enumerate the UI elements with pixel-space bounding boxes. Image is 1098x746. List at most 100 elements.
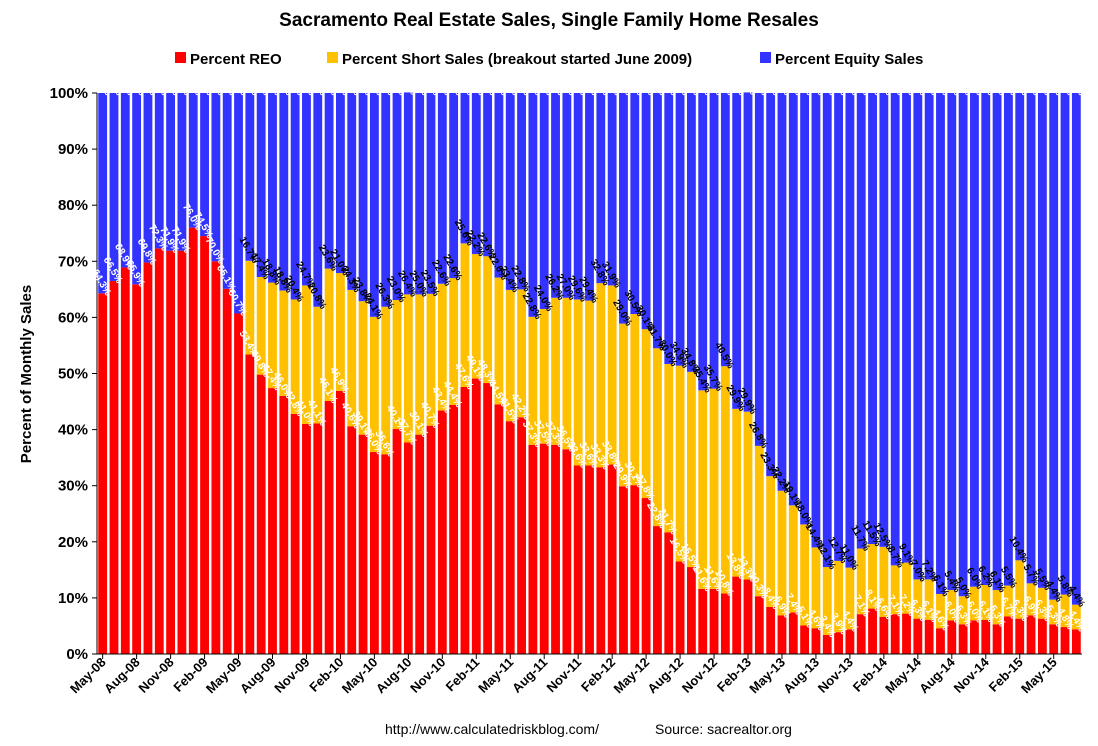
bar-equity-sales (211, 93, 221, 262)
legend: Percent REO Percent Short Sales (breakout… (175, 51, 923, 68)
bar-reo (313, 423, 323, 654)
bar-equity-sales (1049, 93, 1059, 600)
y-tick-label: 60% (58, 309, 88, 326)
bar-reo (596, 467, 606, 654)
y-tick-label: 30% (58, 478, 88, 495)
bar-reo (845, 629, 855, 654)
x-tick-label: Aug-11 (509, 655, 550, 696)
x-tick-label: Nov-10 (407, 655, 448, 696)
bar-equity-sales (1037, 93, 1047, 588)
bar-reo (675, 561, 685, 654)
legend-label: Percent Equity Sales (775, 51, 923, 68)
bar-equity-sales (517, 93, 526, 290)
bar-equity-sales (958, 93, 968, 597)
bar-short-sales (596, 283, 606, 468)
bar-short-sales (268, 282, 277, 389)
bar-reo (834, 632, 843, 654)
bar-reo (539, 443, 549, 654)
bar-reo (483, 383, 493, 654)
bar-reo (1049, 624, 1059, 654)
bar-short-sales (788, 505, 798, 613)
bar-short-sales (675, 365, 685, 562)
bar-short-sales (936, 593, 945, 629)
bar-reo (460, 386, 470, 654)
bar-reo (743, 579, 753, 654)
bar-short-sales (505, 289, 515, 422)
bar-equity-sales (856, 93, 866, 549)
bar-reo (415, 434, 425, 654)
bar-reo (222, 288, 232, 654)
bar-equity-sales (732, 93, 742, 409)
x-tick-label: Aug-14 (916, 654, 958, 696)
bar-short-sales (460, 243, 470, 387)
bar-short-sales (437, 283, 447, 411)
bar-equity-sales (573, 93, 583, 300)
bar-equity-sales (1015, 93, 1025, 561)
bar-reo (585, 465, 594, 654)
x-tick-label: May-09 (203, 655, 245, 697)
bar-reo (664, 532, 674, 654)
bar-equity-sales (902, 93, 911, 563)
bar-reo (1003, 616, 1013, 654)
x-tick-label: Nov-11 (544, 655, 585, 696)
bar-reo (902, 613, 911, 654)
bar-short-sales (720, 366, 730, 594)
x-tick-label: May-13 (746, 655, 788, 697)
bar-reo (369, 452, 379, 654)
x-tick-label: May-14 (882, 654, 924, 696)
bar-reo (709, 588, 719, 654)
bar-short-sales (551, 297, 560, 445)
bar-equity-sales (369, 93, 379, 317)
bar-short-sales (653, 348, 662, 527)
bar-equity-sales (324, 93, 334, 269)
bar-reo (890, 614, 900, 654)
y-tick-label: 90% (58, 141, 88, 158)
bar-short-sales (924, 579, 934, 620)
y-tick-label: 40% (58, 422, 88, 439)
bar-reo (449, 404, 459, 654)
bar-short-sales (449, 278, 459, 405)
y-tick-label: 80% (58, 197, 88, 214)
bar-equity-sales (664, 93, 674, 364)
bar-equity-sales (347, 93, 357, 290)
bar-equity-sales (1003, 93, 1013, 586)
bar-equity-sales (585, 93, 594, 301)
bar-equity-sales (709, 93, 719, 389)
bar-equity-sales (268, 93, 277, 283)
bar-equity-sales (290, 93, 300, 300)
bar-reo (268, 388, 277, 654)
bar-short-sales (856, 548, 866, 615)
bar-short-sales (585, 300, 594, 466)
bar-equity-sales (494, 93, 504, 278)
bar-short-sales (686, 371, 696, 568)
bar-short-sales (324, 268, 334, 401)
x-tick-label: Nov-13 (815, 655, 856, 696)
bar-reo (800, 625, 810, 654)
bar-reo (924, 619, 934, 654)
bar-short-sales (562, 297, 572, 450)
bar-reo (279, 395, 289, 654)
bar-reo (1060, 627, 1070, 654)
bar-reo (528, 444, 538, 654)
bar-reo (211, 261, 221, 654)
bar-reo (947, 620, 957, 654)
bar-short-sales (358, 301, 368, 435)
bar-short-sales (290, 299, 300, 414)
y-tick-label: 20% (58, 534, 88, 551)
bar-equity-sales (120, 93, 130, 268)
bar-equity-sales (947, 93, 957, 591)
y-axis: 0% 10% 20% 30% 40% 50% 60% 70% 80% 90% 100% (50, 85, 98, 663)
bar-reo (381, 454, 391, 654)
bar-reo (607, 464, 617, 654)
bar-short-sales (483, 256, 493, 384)
bar-reo (98, 293, 108, 654)
bar-equity-sales (471, 93, 481, 255)
bar-equity-sales (381, 93, 391, 307)
bar-reo (1071, 629, 1081, 654)
y-tick-label: 0% (66, 646, 88, 663)
bar-equity-sales (981, 93, 991, 585)
legend-swatch (760, 52, 771, 63)
bar-short-sales (539, 308, 549, 444)
x-tick-label: Nov-09 (271, 655, 312, 696)
bar-equity-sales (302, 93, 311, 286)
